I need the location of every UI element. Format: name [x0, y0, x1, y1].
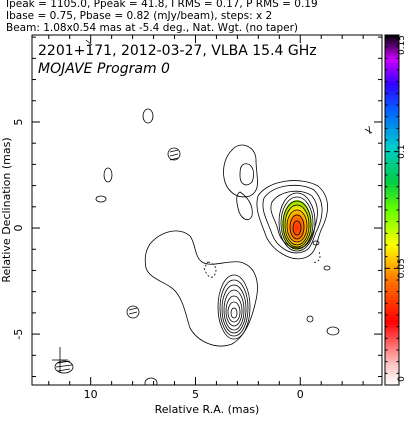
- header-line-1: Ipeak = 1105.0, Ppeak = 41.8, I RMS = 0.…: [6, 0, 318, 10]
- y-tick-label: 0: [12, 225, 25, 232]
- diffuse-region-contours: [144, 230, 258, 347]
- core-contours: [256, 180, 328, 260]
- axis-ticks: [32, 35, 382, 385]
- y-tick-label: 5: [12, 118, 25, 125]
- x-tick-label: 5: [192, 388, 199, 401]
- colorbar-tick-label: 0.05: [397, 258, 407, 278]
- noise-contours: [54, 39, 373, 385]
- header-line-2: Ibase = 0.75, Pbase = 0.82 (mJy/beam), s…: [6, 10, 273, 22]
- y-axis-label: Relative Declination (mas): [0, 137, 13, 282]
- colorbar-tick-label: 0.15: [397, 35, 407, 55]
- x-axis-label: Relative R.A. (mas): [155, 403, 260, 416]
- colorbar-ticks: [385, 34, 399, 386]
- header-line-3: Beam: 1.08x0.54 mas at -5.4 deg., Nat. W…: [6, 22, 299, 34]
- colorbar-tick-label: 0.1: [397, 145, 407, 159]
- plot-subtitle: MOJAVE Program 0: [38, 61, 170, 77]
- plot-title: 2201+171, 2012-03-27, VLBA 15.4 GHz: [38, 43, 317, 59]
- beam-marker: [52, 347, 68, 372]
- plot-frame: [31, 34, 383, 386]
- x-tick-label: 10: [84, 388, 98, 401]
- colorbar-tick-label: 0: [397, 376, 407, 382]
- knot-contours: [203, 261, 251, 340]
- x-tick-label: 0: [297, 388, 304, 401]
- core-emission: [282, 200, 312, 250]
- northern-blob-contours: [223, 144, 258, 221]
- y-tick-label: -5: [12, 329, 25, 340]
